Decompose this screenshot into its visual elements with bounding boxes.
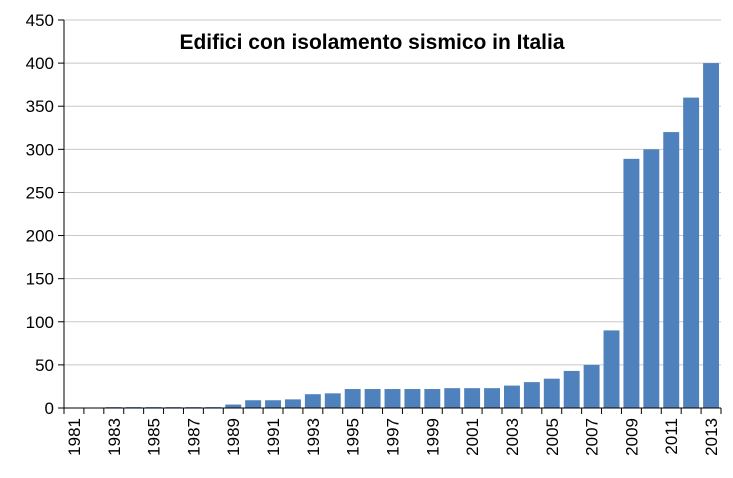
y-tick-label: 200 bbox=[26, 227, 54, 246]
bar-2001 bbox=[464, 388, 481, 408]
axes bbox=[58, 19, 722, 414]
bars bbox=[105, 63, 720, 409]
x-tick-label: 1985 bbox=[145, 418, 164, 456]
bar-2012 bbox=[683, 97, 700, 408]
x-tick-label: 1999 bbox=[423, 418, 442, 456]
x-tick-label: 1987 bbox=[184, 418, 203, 456]
bar-2004 bbox=[523, 382, 540, 408]
bar-2009 bbox=[623, 158, 640, 408]
x-tick-label: 2011 bbox=[662, 418, 681, 455]
bar-2005 bbox=[543, 378, 560, 408]
x-tick-label: 1981 bbox=[65, 418, 84, 456]
x-tick-label: 1983 bbox=[105, 418, 124, 456]
bar-1999 bbox=[424, 389, 441, 408]
bar-1992 bbox=[284, 399, 301, 408]
y-tick-label: 50 bbox=[35, 356, 54, 375]
bar-2002 bbox=[484, 388, 501, 408]
bar-2013 bbox=[703, 63, 720, 408]
y-tick-label: 0 bbox=[45, 399, 54, 418]
y-tick-labels: 0 50 100 150 200 250 300 350 400 450 bbox=[26, 11, 54, 418]
bar-1993 bbox=[304, 394, 321, 408]
y-tick-label: 150 bbox=[26, 270, 54, 289]
x-tick-label: 1989 bbox=[224, 418, 243, 456]
y-tick-label: 250 bbox=[26, 183, 54, 202]
y-tick-label: 350 bbox=[26, 97, 54, 116]
bar-1997 bbox=[384, 389, 401, 408]
x-tick-label: 1997 bbox=[384, 418, 403, 456]
y-tick-label: 300 bbox=[26, 140, 54, 159]
x-tick-label: 1991 bbox=[264, 418, 283, 456]
bar-1994 bbox=[324, 393, 341, 408]
bar-1991 bbox=[265, 400, 282, 408]
x-tick-labels: 1981 1983 1985 1987 1989 1991 1993 1995 1997 1999… bbox=[65, 418, 721, 456]
bar-2007 bbox=[583, 364, 600, 408]
bar-1998 bbox=[404, 389, 421, 408]
bar-1996 bbox=[364, 389, 381, 408]
x-tick-label: 2003 bbox=[503, 418, 522, 456]
x-tick-label: 2007 bbox=[583, 418, 602, 456]
gridlines bbox=[64, 19, 721, 366]
chart-title: Edifici con isolamento sismico in Italia bbox=[179, 31, 564, 54]
y-tick-label: 450 bbox=[26, 11, 54, 30]
y-tick-label: 400 bbox=[26, 54, 54, 73]
y-tick-label: 100 bbox=[26, 313, 54, 332]
bar-1995 bbox=[344, 389, 361, 408]
bar-1989 bbox=[225, 404, 242, 408]
bar-1990 bbox=[245, 400, 262, 408]
bar-2008 bbox=[603, 330, 620, 408]
x-tick-label: 2009 bbox=[622, 418, 641, 456]
x-tick-label: 1995 bbox=[344, 418, 363, 456]
x-tick-label: 2005 bbox=[543, 418, 562, 456]
bar-2011 bbox=[663, 132, 680, 409]
bar-2000 bbox=[444, 388, 461, 408]
x-tick-label: 2001 bbox=[463, 418, 482, 456]
bar-2010 bbox=[643, 149, 660, 409]
x-tick-label: 2013 bbox=[702, 418, 721, 456]
bar-2006 bbox=[563, 370, 580, 408]
x-tick-label: 1993 bbox=[304, 418, 323, 456]
bar-2003 bbox=[503, 385, 520, 408]
